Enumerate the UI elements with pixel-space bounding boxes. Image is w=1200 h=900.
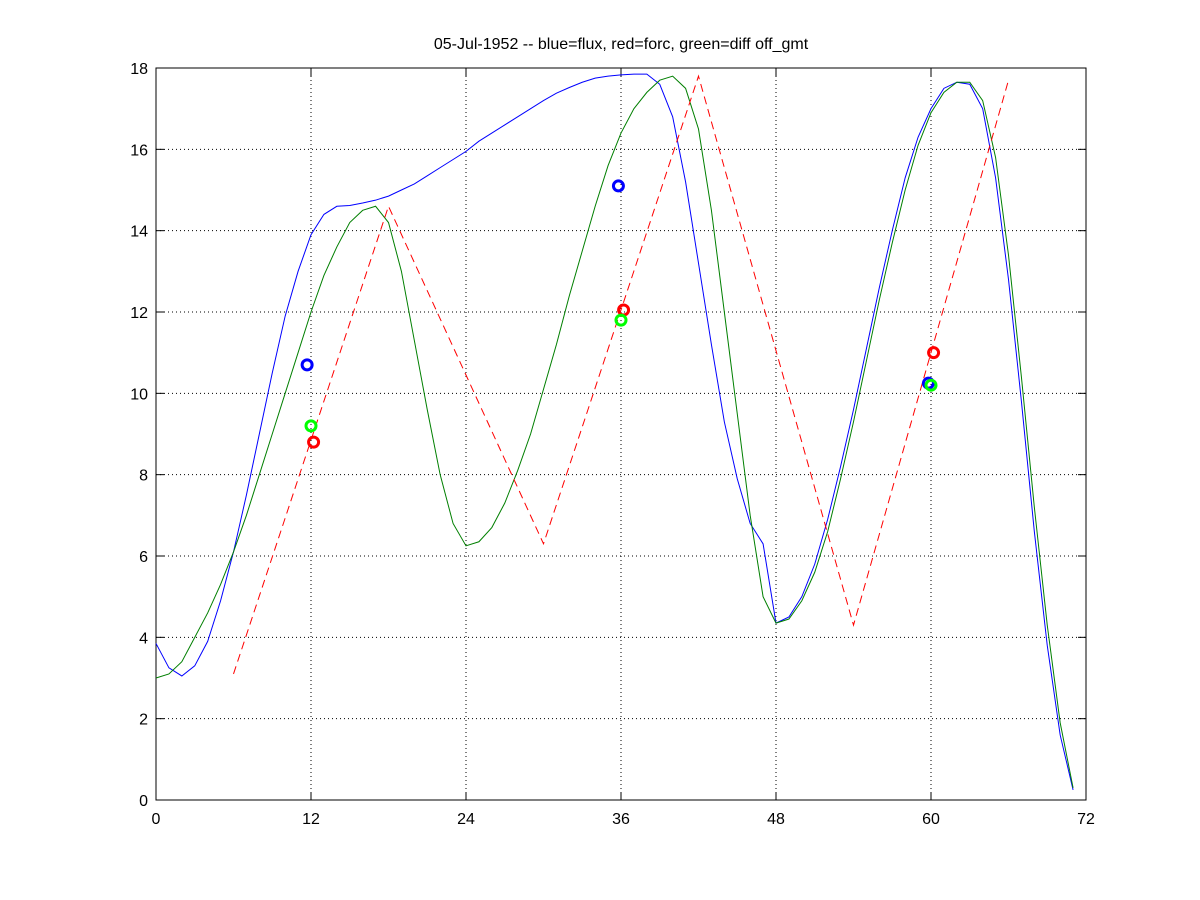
- plot-frame: [155, 67, 1087, 801]
- data-line: [155, 73, 1074, 790]
- marker: [614, 313, 628, 327]
- marker: [927, 346, 941, 360]
- y-tick-label: 12: [130, 305, 148, 322]
- y-tick-label: 4: [139, 630, 148, 647]
- marker: [611, 179, 625, 193]
- y-tick-label: 6: [139, 549, 148, 566]
- marker: [300, 358, 314, 372]
- x-tick-label: 12: [302, 811, 320, 828]
- x-tick-label: 24: [457, 811, 475, 828]
- y-tick-label: 14: [130, 224, 148, 241]
- marker: [304, 419, 318, 433]
- y-tick-label: 2: [139, 712, 148, 729]
- x-tick-label: 48: [767, 811, 785, 828]
- x-tick-label: 0: [152, 811, 161, 828]
- marker: [924, 378, 938, 392]
- y-tick-label: 10: [130, 386, 148, 403]
- plot-area: [156, 68, 1086, 800]
- data-line: [233, 74, 1009, 675]
- y-tick-label: 0: [139, 793, 148, 810]
- data-line: [155, 75, 1074, 788]
- x-tick-label: 60: [922, 811, 940, 828]
- chart-title: 05-Jul-1952 -- blue=flux, red=forc, gree…: [434, 36, 809, 53]
- y-tick-label: 18: [130, 61, 148, 78]
- y-tick-label: 16: [130, 142, 148, 159]
- y-tick-label: 8: [139, 468, 148, 485]
- marker: [307, 435, 321, 449]
- x-tick-label: 36: [612, 811, 630, 828]
- x-tick-label: 72: [1077, 811, 1095, 828]
